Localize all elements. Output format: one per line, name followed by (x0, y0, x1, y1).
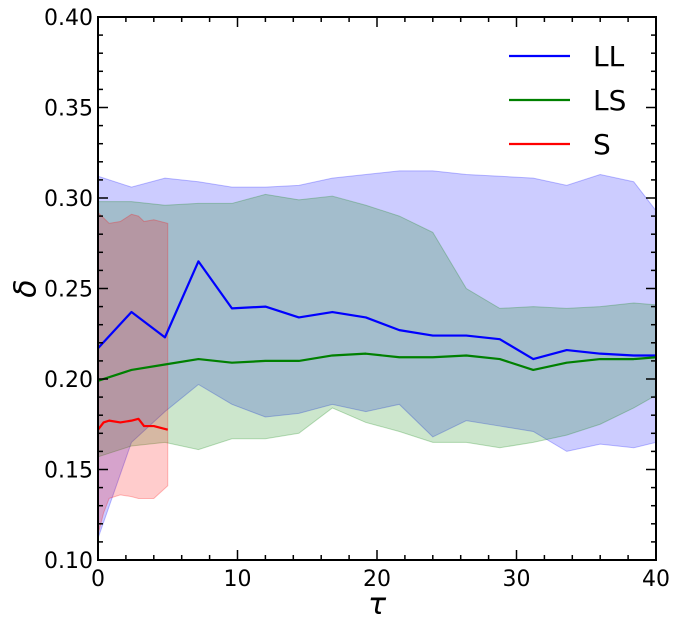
y-tick-label: 0.15 (44, 459, 93, 484)
x-tick-label: 20 (363, 567, 391, 592)
legend-label-s: S (593, 128, 611, 161)
x-tick-label: 40 (642, 567, 670, 592)
legend: LL LS S (509, 40, 626, 161)
y-tick-label: 0.30 (44, 187, 93, 212)
x-tick-label: 10 (224, 567, 252, 592)
band-s (97, 211, 169, 535)
y-tick-label: 0.35 (44, 97, 93, 122)
y-tick-label: 0.20 (44, 368, 93, 393)
legend-label-ll: LL (593, 40, 625, 73)
y-axis-label: δ (9, 279, 44, 297)
line-ll (97, 260, 656, 361)
y-tick-label: 0.40 (44, 6, 93, 31)
plot-frame (97, 16, 657, 561)
y-tick-label: 0.10 (44, 549, 93, 574)
tick-labels: 0 10 20 30 40 0.10 0.15 0.20 0.25 0.30 0.35 0.40 (44, 6, 670, 592)
y-tick-label: 0.25 (44, 278, 93, 303)
line-s (97, 417, 169, 431)
x-tick-label: 0 (91, 567, 105, 592)
series-lines (97, 260, 657, 431)
legend-label-ls: LS (593, 84, 626, 117)
x-axis-label: τ (368, 587, 387, 622)
line-ls (97, 352, 657, 382)
x-tick-label: 30 (503, 567, 531, 592)
